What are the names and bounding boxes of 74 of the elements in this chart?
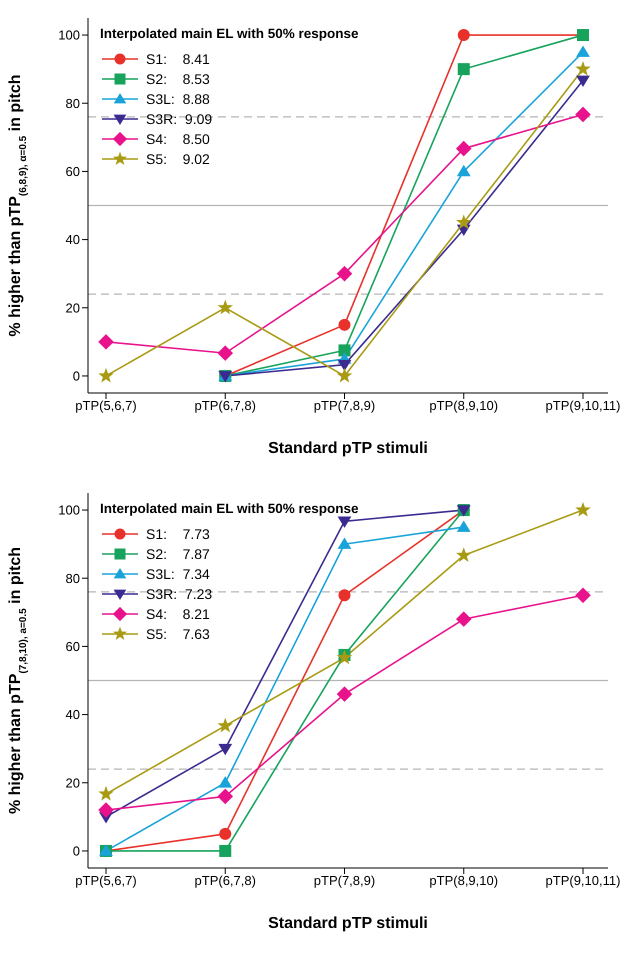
point [575, 587, 591, 604]
legend-label: S3R: 7.23 [146, 586, 212, 602]
y-tick-label: 80 [66, 570, 80, 586]
point [218, 776, 232, 788]
point [575, 106, 591, 122]
point [219, 844, 232, 857]
x-tick-label: pTP(5,6,7) [75, 398, 137, 414]
x-axis-title: Standard pTP stimuli [268, 915, 428, 932]
x-tick-label: pTP(8,9,10) [429, 398, 498, 414]
point [338, 344, 350, 356]
point [458, 63, 470, 76]
x-tick-label: pTP(5,6,7) [75, 873, 137, 888]
legend-title: Interpolated main EL with 50% response [100, 26, 359, 41]
x-tick-label: pTP(9,10,11) [546, 873, 620, 888]
point [217, 788, 234, 804]
y-tick-label: 40 [66, 232, 80, 248]
y-tick-label: 20 [66, 775, 80, 790]
legend-label: S3R: 9.09 [146, 111, 212, 127]
legend-label: S5: 9.02 [146, 151, 210, 167]
point [338, 538, 352, 549]
y-tick-label: 80 [66, 96, 80, 111]
point [576, 45, 590, 57]
point [218, 300, 233, 314]
point [575, 61, 591, 76]
legend-label: S3L: 7.34 [146, 566, 210, 582]
legend-label: S5: 7.63 [146, 626, 210, 642]
point [98, 802, 114, 818]
legend-label: S2: 7.87 [146, 546, 210, 562]
point [336, 650, 352, 664]
point [456, 547, 472, 562]
point [456, 140, 472, 156]
x-tick-label: pTP(6,7,8) [194, 398, 256, 414]
point [575, 502, 591, 517]
point [98, 334, 114, 350]
legend-label: S3L: 8.88 [146, 91, 210, 107]
x-axis-title: Standard pTP stimuli [268, 440, 428, 457]
point [456, 611, 472, 627]
point [456, 214, 472, 230]
point [219, 828, 232, 840]
y-tick-label: 0 [72, 368, 80, 384]
x-tick-label: pTP(7,8,9) [314, 873, 376, 888]
point [98, 786, 114, 801]
y-tick-label: 0 [72, 844, 80, 859]
point [338, 360, 352, 372]
y-tick-label: 60 [66, 639, 80, 654]
point [336, 266, 352, 282]
y-tick-label: 100 [58, 28, 80, 43]
x-tick-label: pTP(7,8,9) [314, 398, 376, 414]
point [336, 686, 352, 702]
point [338, 318, 350, 331]
point [338, 589, 350, 602]
legend-label: S2: 8.53 [146, 71, 210, 87]
x-tick-label: pTP(6,7,8) [194, 873, 256, 888]
point [338, 516, 352, 528]
legend-label: S4: 8.21 [146, 606, 210, 622]
point [336, 368, 352, 383]
point [456, 520, 471, 532]
point [456, 164, 471, 176]
y-tick-label: 100 [58, 502, 80, 518]
legend-label: S1: 8.41 [146, 51, 210, 67]
y-tick-label: 40 [66, 707, 80, 722]
y-tick-label: 20 [66, 300, 80, 316]
legend-label: S4: 8.50 [146, 131, 210, 147]
point [98, 368, 114, 383]
point [218, 744, 232, 756]
legend-title: Interpolated main EL with 50% response [100, 501, 359, 516]
y-tick-label: 60 [66, 164, 80, 180]
x-tick-label: pTP(8,9,10) [429, 873, 498, 888]
point [458, 29, 470, 42]
point [576, 76, 590, 87]
point [217, 345, 234, 361]
x-tick-label: pTP(9,10,11) [546, 398, 620, 414]
legend-label: S1: 7.73 [146, 526, 210, 542]
point [218, 718, 233, 732]
